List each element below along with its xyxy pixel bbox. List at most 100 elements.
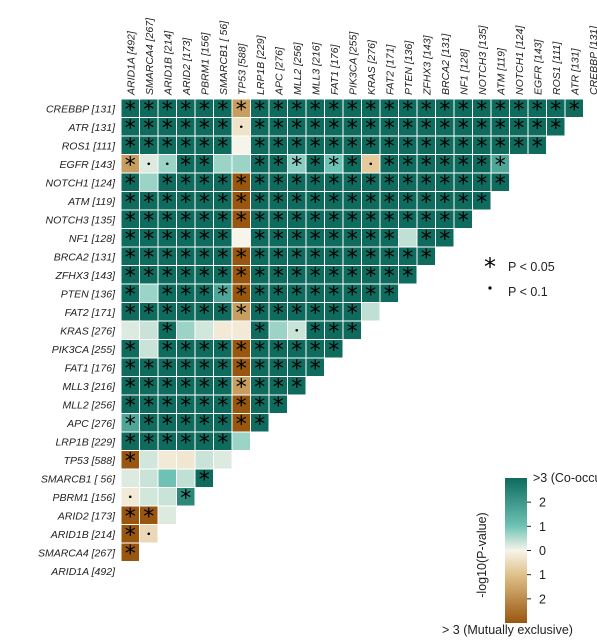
significance-markers: * * * * * * * * * * * * * * * * * * * * * * * * * * * * * * * * * * * * * * * *… — [125, 98, 580, 567]
significance-star-marker: * — [365, 264, 376, 289]
heatmap-cell — [342, 320, 362, 340]
significance-star-marker: * — [384, 153, 395, 178]
significance-star-marker: * — [347, 301, 358, 326]
legend-dot-label: P < 0.1 — [508, 285, 548, 299]
significance-star-marker: * — [199, 246, 210, 271]
heatmap-cell — [231, 431, 251, 451]
significance-star-marker: * — [273, 227, 284, 252]
row-label: NOTCH3 [135] — [46, 214, 117, 226]
significance-star-marker: * — [254, 320, 265, 345]
significance-star-marker: * — [328, 338, 339, 363]
significance-star-marker: * — [421, 190, 432, 215]
significance-star-marker: * — [125, 227, 136, 252]
significance-star-marker: * — [162, 357, 173, 382]
significance-star-marker: * — [402, 98, 413, 123]
significance-star-marker: * — [291, 246, 302, 271]
significance-star-marker: * — [291, 98, 302, 123]
heatmap-cell — [250, 413, 270, 433]
significance-star-marker: * — [217, 301, 228, 326]
heatmap-cells — [120, 98, 584, 562]
significance-star-marker: * — [550, 98, 561, 123]
significance-star-marker: * — [199, 135, 210, 160]
significance-star-marker: * — [143, 98, 154, 123]
significance-star-marker: * — [254, 209, 265, 234]
significance-star-marker: * — [458, 209, 469, 234]
significance-star-marker: * — [180, 135, 191, 160]
row-label: NOTCH1 [124] — [46, 177, 117, 189]
significance-star-marker: * — [125, 542, 136, 567]
significance-star-marker: * — [125, 153, 136, 178]
column-label: ZFHX3 [143] — [421, 34, 433, 96]
column-label: NF1 [128] — [458, 48, 470, 95]
significance-star-marker: * — [495, 116, 506, 141]
row-label: APC [276] — [66, 418, 116, 430]
significance-star-marker: * — [328, 301, 339, 326]
significance-star-marker: * — [162, 246, 173, 271]
column-label: NOTCH3 [135] — [477, 24, 489, 95]
significance-star-marker: * — [143, 394, 154, 419]
significance-star-marker: * — [328, 283, 339, 308]
significance-star-marker: * — [273, 301, 284, 326]
row-label: PIK3CA [255] — [52, 344, 116, 356]
significance-star-marker: * — [291, 338, 302, 363]
significance-star-marker: * — [180, 357, 191, 382]
significance-star-marker: * — [328, 264, 339, 289]
column-label: ATR [131] — [569, 47, 581, 96]
row-label: FAT1 [176] — [65, 362, 116, 374]
column-label: LRP1B [229] — [255, 34, 267, 95]
significance-star-marker: * — [217, 283, 228, 308]
significance-star-marker: * — [254, 375, 265, 400]
column-label: NOTCH1 [124] — [514, 24, 526, 95]
row-label: LRP1B [229] — [55, 436, 116, 448]
column-label: CREBBP [131] — [588, 25, 597, 95]
significance-star-marker: * — [347, 246, 358, 271]
significance-star-marker: * — [217, 135, 228, 160]
colorbar-tick-label: 2 — [539, 496, 546, 510]
heatmap-cell — [305, 357, 325, 377]
significance-star-marker: * — [236, 264, 247, 289]
significance-star-marker: * — [328, 190, 339, 215]
significance-star-marker: * — [347, 209, 358, 234]
significance-star-marker: * — [143, 412, 154, 437]
heatmap-cell — [176, 468, 196, 488]
column-label: APC [276] — [273, 46, 285, 96]
heatmap-cell — [176, 487, 196, 507]
significance-star-marker: * — [143, 116, 154, 141]
significance-star-marker: * — [236, 283, 247, 308]
heatmap-cell — [231, 135, 251, 155]
row-label: MLL2 [256] — [62, 399, 116, 411]
significance-dot-marker — [295, 328, 299, 332]
significance-star-marker: * — [180, 190, 191, 215]
significance-star-marker: * — [458, 172, 469, 197]
significance-star-marker: * — [217, 412, 228, 437]
significance-star-marker: * — [199, 431, 210, 456]
significance-star-marker: * — [476, 98, 487, 123]
significance-star-marker: * — [291, 357, 302, 382]
significance-star-marker: * — [180, 412, 191, 437]
significance-star-marker: * — [162, 209, 173, 234]
column-label: PTEN [136] — [403, 40, 415, 95]
significance-star-marker: * — [310, 153, 321, 178]
significance-star-marker: * — [180, 153, 191, 178]
significance-star-marker: * — [347, 283, 358, 308]
column-label: MLL2 [256] — [292, 41, 304, 95]
significance-star-marker: * — [273, 246, 284, 271]
significance-star-marker: * — [254, 412, 265, 437]
significance-star-marker: * — [439, 98, 450, 123]
significance-star-marker: * — [495, 153, 506, 178]
column-label: ARID1A [492] — [125, 30, 137, 96]
significance-star-marker: * — [236, 357, 247, 382]
significance-legend: * P < 0.05 P < 0.1 — [484, 253, 555, 299]
significance-star-marker: * — [143, 246, 154, 271]
heatmap-cell — [435, 228, 455, 248]
significance-star-marker: * — [217, 98, 228, 123]
significance-star-marker: * — [199, 227, 210, 252]
legend-star-label: P < 0.05 — [508, 260, 555, 274]
significance-star-marker: * — [254, 264, 265, 289]
significance-star-marker: * — [180, 394, 191, 419]
significance-star-marker: * — [217, 431, 228, 456]
significance-star-marker: * — [347, 264, 358, 289]
significance-star-marker: * — [532, 135, 543, 160]
significance-star-marker: * — [180, 116, 191, 141]
significance-star-marker: * — [180, 375, 191, 400]
